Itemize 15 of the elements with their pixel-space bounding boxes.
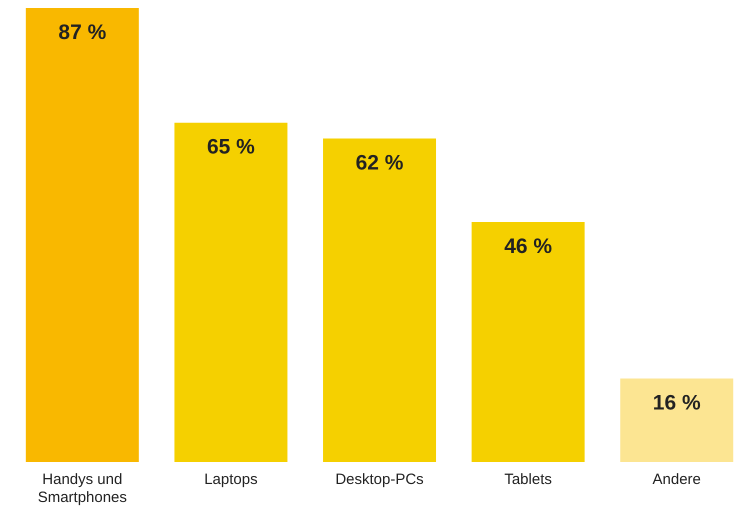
x-tick-label: Desktop-PCs (335, 471, 424, 488)
bar (620, 378, 734, 462)
x-tick-label: Tablets (504, 471, 552, 488)
data-label: 16 % (652, 391, 701, 414)
bar (174, 122, 288, 462)
bar (26, 8, 139, 462)
data-label: 87 % (58, 20, 107, 44)
bar (472, 222, 585, 462)
x-tick-label: Handys und Smartphones (38, 471, 127, 506)
x-tick-label: Andere (652, 471, 701, 488)
data-label: 65 % (206, 136, 256, 159)
bar (323, 138, 436, 462)
x-tick-label: Laptops (204, 471, 258, 488)
data-label: 62 % (356, 151, 404, 174)
data-label: 46 % (504, 234, 552, 258)
